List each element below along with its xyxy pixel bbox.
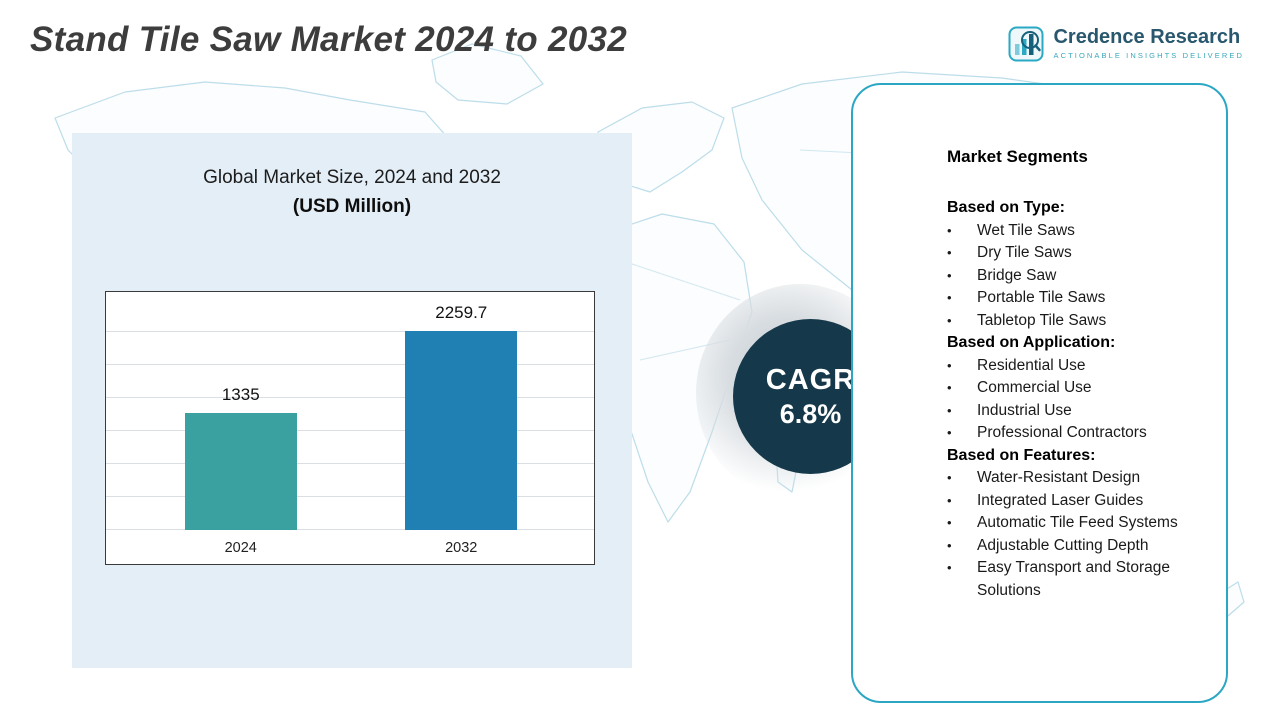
segment-item: • Automatic Tile Feed Systems: [947, 512, 1202, 535]
bullet-icon: •: [947, 470, 952, 485]
gridline: [106, 463, 594, 464]
bullet-icon: •: [947, 222, 952, 238]
bullet-icon: •: [947, 245, 952, 260]
chart-panel: Global Market Size, 2024 and 2032 (USD M…: [72, 133, 632, 668]
segment-item: • Residential Use: [947, 355, 1202, 378]
bullet-icon: •: [947, 425, 952, 440]
segment-item-label: Integrated Laser Guides: [977, 491, 1144, 509]
bar-category-label: 2032: [445, 540, 478, 556]
bar-2024: [184, 413, 297, 530]
segment-item-label: Dry Tile Saws: [977, 244, 1072, 261]
bullet-icon: •: [947, 267, 952, 283]
logo-chart-magnifier-icon: [1008, 26, 1044, 62]
segment-item-label: Industrial Use: [977, 401, 1072, 419]
segment-item: • Wet Tile Saws: [947, 220, 1202, 243]
segment-item-label: Tabletop Tile Saws: [977, 311, 1107, 329]
segment-groups: Based on Type: • Wet Tile Saws • Dry Tile Sa…: [947, 197, 1202, 602]
segment-item: • Integrated Laser Guides: [947, 490, 1202, 513]
bar-value-label: 2259.7: [435, 303, 488, 322]
bullet-icon: •: [947, 357, 952, 373]
segment-item: • Industrial Use: [947, 400, 1202, 423]
cagr-label: CAGR: [765, 363, 856, 396]
segment-item-label: Residential Use: [977, 356, 1086, 374]
bullet-icon: •: [947, 290, 952, 305]
chart-title: Global Market Size, 2024 and 2032: [203, 167, 501, 188]
segment-group-title: Based on Application:: [947, 334, 1116, 351]
segment-item-label: Easy Transport and Storage Solutions: [977, 559, 1171, 599]
segment-item: • Dry Tile Saws: [947, 242, 1202, 265]
segment-item: • Adjustable Cutting Depth: [947, 535, 1202, 558]
segment-item-label: Portable Tile Saws: [977, 289, 1106, 306]
segment-item: • Professional Contractors: [947, 422, 1202, 445]
gridline: [106, 364, 594, 365]
segment-group-title: Based on Type:: [947, 199, 1065, 216]
bullet-icon: •: [947, 380, 952, 395]
segment-item-label: Commercial Use: [977, 379, 1092, 396]
segment-item-label: Adjustable Cutting Depth: [977, 536, 1149, 554]
logo-name: Credence Research: [1053, 26, 1241, 48]
bullet-icon: •: [947, 560, 952, 575]
segment-item: • Tabletop Tile Saws: [947, 310, 1202, 333]
bullet-icon: •: [947, 312, 952, 328]
segment-group-title: Based on Features:: [947, 446, 1096, 464]
segments-heading: Market Segments: [947, 147, 1088, 166]
segment-item-label: Automatic Tile Feed Systems: [977, 514, 1178, 531]
gridline: [106, 529, 594, 530]
segment-item-label: Professional Contractors: [977, 424, 1147, 441]
segment-item: • Portable Tile Saws: [947, 287, 1202, 310]
cagr-value: 6.8%: [779, 398, 842, 429]
gridline: [106, 496, 594, 497]
page-title: Stand Tile Saw Market 2024 to 2032: [30, 20, 628, 59]
credence-research-logo: Credence Research Actionable Insights De…: [1008, 26, 1244, 62]
bar-category-label: 2024: [224, 540, 257, 556]
bullet-icon: •: [947, 537, 952, 553]
bullet-icon: •: [947, 515, 952, 530]
segment-item-label: Bridge Saw: [977, 266, 1057, 284]
segment-item: • Commercial Use: [947, 377, 1202, 400]
bar-2032: [405, 331, 518, 530]
market-segments-panel: Market Segments Based on Type: • Wet Tile …: [851, 83, 1228, 703]
gridline: [106, 331, 594, 332]
gridline: [106, 397, 594, 398]
logo-tagline: Actionable Insights Delivered: [1053, 51, 1244, 60]
chart-subtitle: (USD Million): [292, 196, 412, 217]
segment-item: • Bridge Saw: [947, 265, 1202, 288]
bar-chart: 1335 2024 2259.7 2032: [105, 291, 595, 565]
gridline: [106, 430, 594, 431]
segment-item: • Water-Resistant Design: [947, 467, 1202, 490]
segment-item-label: Wet Tile Saws: [977, 221, 1075, 239]
bullet-icon: •: [947, 402, 952, 418]
bullet-icon: •: [947, 492, 952, 508]
bar-value-label: 1335: [221, 385, 260, 404]
segment-item: • Easy Transport and Storage Solutions: [947, 557, 1202, 602]
segment-item-label: Water-Resistant Design: [977, 469, 1141, 486]
